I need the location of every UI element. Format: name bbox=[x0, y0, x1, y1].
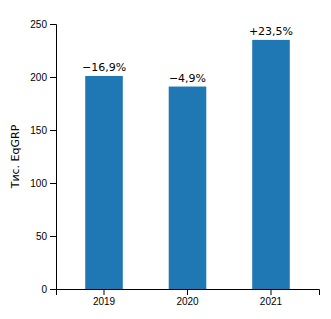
bar bbox=[169, 87, 207, 289]
x-tick: 2021 bbox=[260, 289, 283, 307]
annotation: −4,9% bbox=[169, 72, 206, 85]
bars bbox=[85, 40, 290, 289]
y-axis-title: Тис. EqGRP bbox=[9, 124, 22, 189]
chart: 0 50 100 150 200 250 2019 2020 2021 −16,9% −4,9% +2… bbox=[0, 0, 331, 319]
x-tick-label: 2019 bbox=[93, 296, 116, 307]
y-tick-mark bbox=[50, 289, 56, 290]
y-tick: 250 bbox=[30, 19, 56, 30]
y-tick-label: 100 bbox=[30, 178, 47, 189]
annotations: −16,9% −4,9% +23,5% bbox=[82, 25, 293, 85]
y-tick: 100 bbox=[30, 178, 56, 189]
plot: 0 50 100 150 200 250 2019 2020 2021 −16,9% −4,9% +2… bbox=[30, 19, 319, 307]
y-tick-mark bbox=[50, 24, 56, 25]
x-tick: 2019 bbox=[93, 289, 116, 307]
x-tick-mark bbox=[270, 289, 271, 295]
y-tick-label: 250 bbox=[30, 19, 47, 30]
y-tick-mark bbox=[50, 183, 56, 184]
y-tick: 150 bbox=[30, 125, 56, 136]
annotation: −16,9% bbox=[82, 61, 126, 74]
y-axis: 0 50 100 150 200 250 bbox=[30, 19, 56, 295]
annotation: +23,5% bbox=[249, 25, 293, 38]
y-tick: 0 bbox=[41, 284, 56, 295]
y-tick-mark bbox=[50, 77, 56, 78]
y-tick: 200 bbox=[30, 72, 56, 83]
y-tick-label: 50 bbox=[36, 231, 48, 242]
bar bbox=[252, 40, 290, 289]
x-tick-label: 2021 bbox=[260, 296, 283, 307]
bar bbox=[85, 76, 123, 289]
y-tick-label: 0 bbox=[41, 284, 47, 295]
x-axis: 2019 2020 2021 bbox=[57, 289, 320, 307]
x-tick-label: 2020 bbox=[176, 296, 199, 307]
x-tick: 2020 bbox=[176, 289, 199, 307]
x-axis-line bbox=[57, 290, 320, 296]
x-tick-mark bbox=[187, 289, 188, 295]
y-tick-label: 200 bbox=[30, 72, 47, 83]
y-tick-label: 150 bbox=[30, 125, 47, 136]
y-tick: 50 bbox=[36, 231, 56, 242]
y-tick-mark bbox=[50, 130, 56, 131]
x-tick-mark bbox=[104, 289, 105, 295]
y-axis-line bbox=[50, 25, 57, 290]
y-tick-mark bbox=[50, 236, 56, 237]
